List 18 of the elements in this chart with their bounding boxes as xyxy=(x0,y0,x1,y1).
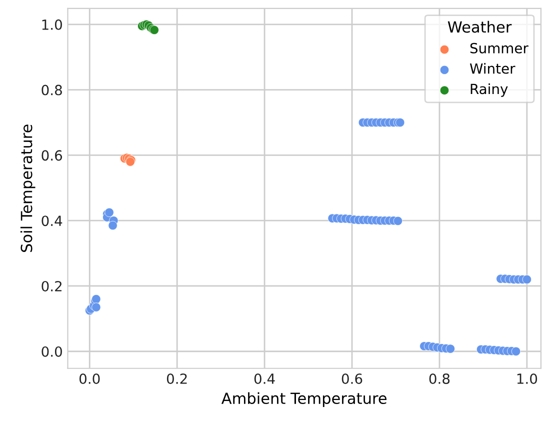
x-axis-title: Ambient Temperature xyxy=(221,392,387,408)
y-tick-label: 0.8 xyxy=(42,84,62,96)
x-tick-label: 0.0 xyxy=(79,373,100,384)
legend-label: Summer xyxy=(470,42,528,54)
x-tick-label: 0.2 xyxy=(166,373,187,384)
x-tick-label: 0.6 xyxy=(342,373,362,384)
x-tick-label: 0.4 xyxy=(254,373,275,384)
y-tick-label: 0.4 xyxy=(42,216,62,226)
y-tick-label: 0.6 xyxy=(42,150,62,161)
x-tick-label: 1.0 xyxy=(517,373,538,384)
y-tick-label: 1.0 xyxy=(42,19,62,30)
y-tick-label: 0.0 xyxy=(42,346,62,357)
x-tick-label: 0.8 xyxy=(429,373,450,384)
legend-title: Weather xyxy=(448,20,512,33)
y-axis-title: Soil Temperature xyxy=(20,124,36,252)
legend-label: Rainy xyxy=(470,83,508,97)
legend-label: Winter xyxy=(470,63,516,74)
y-tick-label: 0.2 xyxy=(42,280,62,292)
